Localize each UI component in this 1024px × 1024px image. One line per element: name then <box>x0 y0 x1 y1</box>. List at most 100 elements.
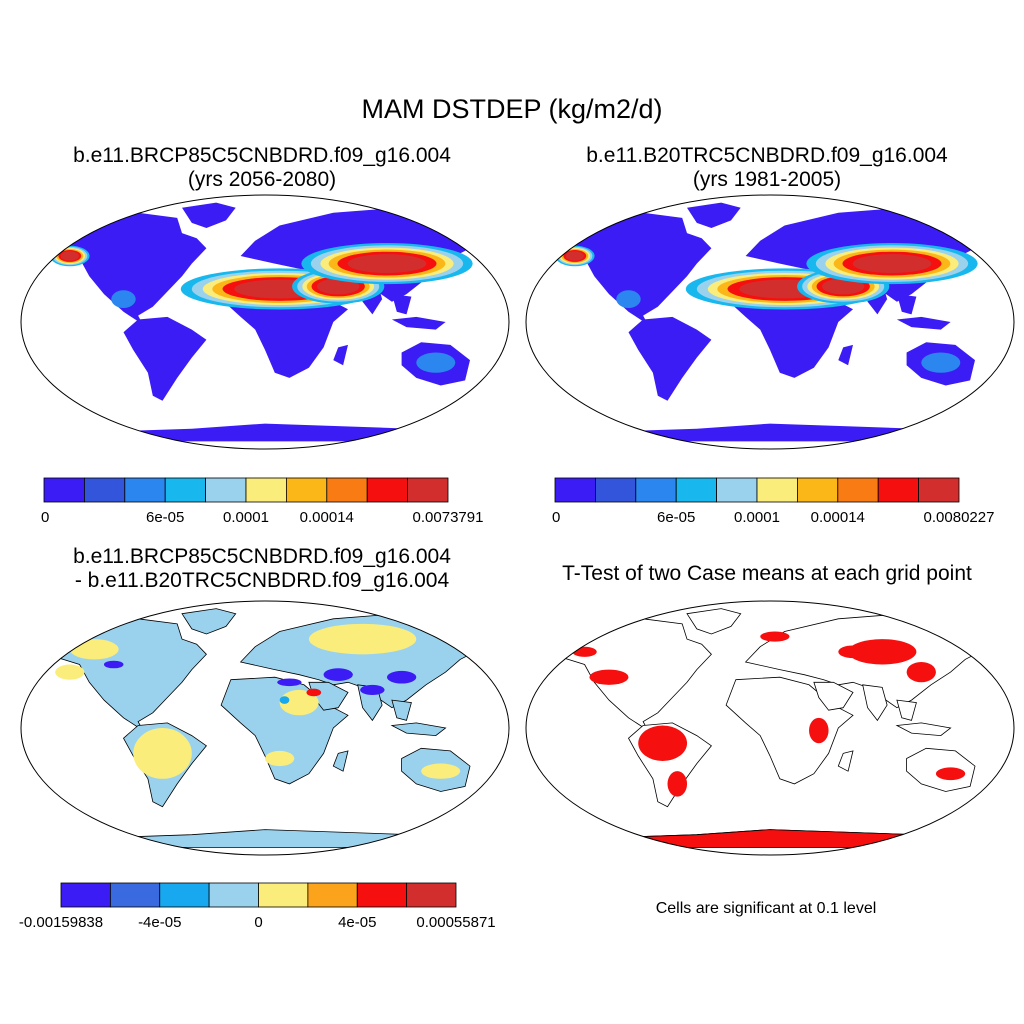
positive-diff-0 <box>69 639 119 660</box>
land-0-greenland <box>182 202 236 228</box>
land-1-madagascar <box>838 344 853 366</box>
land-0-samerica <box>123 316 207 401</box>
map-border-0 <box>20 194 510 450</box>
land-0-seasia <box>391 294 412 315</box>
colorbar-2-label-3: 4e-05 <box>338 914 376 931</box>
land-3-greenland <box>686 608 742 635</box>
positive-diff-6 <box>265 750 295 767</box>
negative-diff-2 <box>387 670 417 684</box>
map-panel-0-content <box>21 195 509 449</box>
significant-region-6 <box>809 717 829 744</box>
colorbar-2-swatch-1 <box>109 882 161 908</box>
significance-note: Cells are significant at 0.1 level <box>655 900 877 917</box>
positive-diff-5 <box>55 664 85 680</box>
colorbar-1-swatch-8 <box>877 477 920 503</box>
colorbar-1-swatch-0 <box>554 477 596 503</box>
land-0-namerica <box>45 212 207 325</box>
significant-region-4 <box>838 645 868 659</box>
colorbar-1-swatch-7 <box>837 477 879 503</box>
colorbar-0: 0 6e-05 0.0001 0.00014 0.0073791 <box>41 477 484 526</box>
map-panel-1-content <box>526 195 1014 449</box>
land-1-indonesia <box>896 316 951 330</box>
negative-diff-4 <box>277 678 302 687</box>
colorbar-0-label-4: 0.0073791 <box>413 509 484 526</box>
significant-region-8 <box>760 631 790 642</box>
dust-region-1-level-5 <box>822 278 865 295</box>
colorbar-0-label-2: 0.0001 <box>223 509 269 526</box>
colorbar-1-label-2: 0.0001 <box>734 509 780 526</box>
colorbar-2-label-4: 0.00055871 <box>416 914 495 931</box>
dust-region-namerica <box>111 290 136 309</box>
colorbar-2-label-1: -4e-05 <box>138 914 181 931</box>
positive-diff-4 <box>421 763 461 779</box>
dust-region-2-level-5 <box>852 254 932 274</box>
land-3-seasia <box>896 699 917 721</box>
map-panel-0 <box>20 194 510 450</box>
colorbar-0-swatch-8 <box>366 477 409 503</box>
colorbar-0-label-3: 0.00014 <box>300 509 354 526</box>
colorbar-1-swatch-1 <box>595 477 637 503</box>
colorbar-0-swatch-5 <box>245 477 287 503</box>
land-0-indonesia <box>391 316 446 330</box>
dust-region-australia <box>416 352 456 373</box>
colorbar-2-label-2: 0 <box>254 914 262 931</box>
colorbar-1-swatch-2 <box>635 477 677 503</box>
positive-diff-hot-0 <box>306 688 322 697</box>
positive-diff-2 <box>308 623 417 655</box>
panel-historical-title-line2: (yrs 1981-2005) <box>692 168 842 191</box>
significant-region-0 <box>638 725 688 762</box>
land-1-seasia <box>896 294 917 315</box>
significant-region-2 <box>848 639 917 665</box>
colorbar-0-label-1: 6e-05 <box>146 509 184 526</box>
land-2-antarctica <box>49 829 476 848</box>
significant-region-antarctica <box>554 829 981 848</box>
map-panel-3 <box>525 600 1015 856</box>
panel-future-title-line2: (yrs 2056-2080) <box>187 168 337 191</box>
colorbar-0-swatch-7 <box>326 477 368 503</box>
colorbar-2: -0.00159838 -4e-05 0 4e-05 0.00055871 <box>19 882 496 931</box>
colorbar-1-swatch-6 <box>797 477 839 503</box>
colorbar-2-swatch-2 <box>159 882 210 908</box>
land-3-indonesia <box>895 722 952 737</box>
colorbar-1: 0 6e-05 0.0001 0.00014 0.0080227 <box>552 477 994 526</box>
land-2-madagascar <box>332 750 349 772</box>
land-1-samerica <box>628 316 712 401</box>
positive-diff-1 <box>133 728 192 779</box>
land-0-antarctica <box>50 423 475 442</box>
positive-diff-3 <box>279 689 319 716</box>
significant-region-3 <box>906 661 936 683</box>
dust-region-3-level-5 <box>60 251 79 261</box>
map-panel-1 <box>525 194 1015 450</box>
land-1-greenland <box>687 202 741 228</box>
panel-future-title: b.e11.BRCP85C5CNBDRD.f09_g16.004 (yrs 20… <box>12 144 512 192</box>
land-2-eurasia <box>239 613 491 709</box>
panel-difference-title-line2: - b.e11.B20TRC5CNBDRD.f09_g16.004 <box>74 569 450 592</box>
map-border-3 <box>525 600 1015 856</box>
panel-difference-title-line1: b.e11.BRCP85C5CNBDRD.f09_g16.004 <box>73 545 451 568</box>
map-panel-3-content <box>526 601 1014 855</box>
land-3-namerica <box>549 618 712 731</box>
land-3-india <box>862 684 888 722</box>
significant-region-1 <box>589 669 629 685</box>
map-border-2 <box>20 600 510 856</box>
colorbar-1-label-0: 0 <box>552 509 560 526</box>
colorbar-0-swatch-9 <box>407 477 449 503</box>
figure-title: MAM DSTDEP (kg/m2/d) <box>361 94 663 124</box>
dust-region-3-level-5 <box>565 251 584 261</box>
negative-diff-mid-0 <box>279 696 290 704</box>
panel-historical-title: b.e11.B20TRC5CNBDRD.f09_g16.004 (yrs 198… <box>517 144 1017 192</box>
map-panel-2 <box>20 600 510 856</box>
colorbar-0-swatch-4 <box>205 477 247 503</box>
map-border-1 <box>525 194 1015 450</box>
colorbar-0-swatch-6 <box>285 477 328 503</box>
significant-region-5 <box>667 771 688 797</box>
colorbar-2-label-0: -0.00159838 <box>19 914 103 931</box>
panel-ttest-title: T-Test of two Case means at each grid po… <box>562 562 972 585</box>
colorbar-2-swatch-7 <box>406 882 457 908</box>
land-2-greenland <box>181 608 237 635</box>
land-0-madagascar <box>333 344 348 366</box>
colorbar-0-swatch-3 <box>164 477 206 503</box>
land-1-namerica <box>550 212 712 325</box>
significant-region-7 <box>935 767 966 781</box>
colorbar-2-swatch-4 <box>258 882 309 908</box>
